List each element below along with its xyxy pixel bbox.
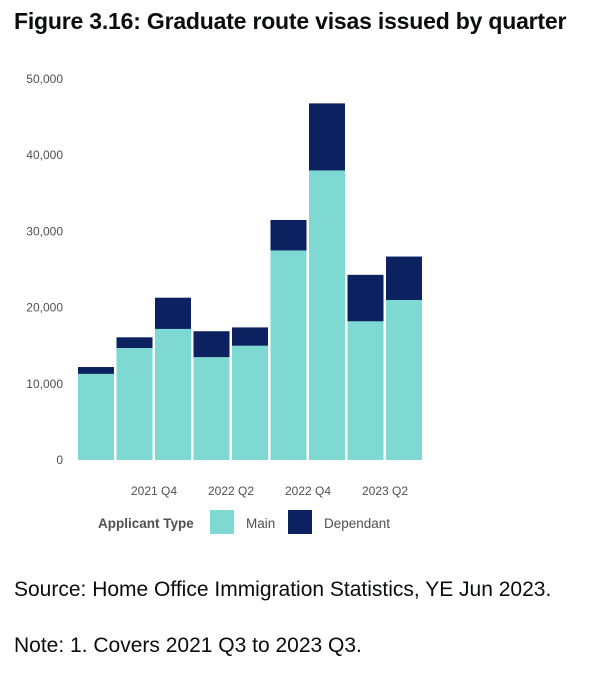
- bar-main-2023-q2: [347, 321, 384, 460]
- bar-main-2023-q1: [309, 170, 345, 460]
- bar-main-2021-q4: [116, 347, 153, 460]
- y-tick-label: 40,000: [26, 148, 63, 162]
- y-tick-label: 20,000: [26, 301, 63, 315]
- y-tick-label: 0: [56, 453, 63, 467]
- bar-dependant-2023-q2: [347, 274, 384, 322]
- bar-dependant-2021-q3: [78, 367, 114, 374]
- y-tick-label: 10,000: [26, 377, 63, 391]
- bar-dependant-2023-q3: [386, 256, 422, 300]
- x-tick-label: 2021 Q4: [131, 484, 177, 498]
- figure-title: Figure 3.16: Graduate route visas issued…: [14, 8, 567, 34]
- legend-swatch-dependant: [288, 510, 312, 534]
- legend-title: Applicant Type: [98, 516, 194, 531]
- x-tick-label: 2022 Q4: [285, 484, 331, 498]
- bar-dependant-2022-q1: [155, 297, 191, 329]
- y-tick-label: 30,000: [26, 224, 63, 238]
- footnote: Note: 1. Covers 2021 Q3 to 2023 Q3.: [14, 634, 362, 657]
- legend-label-main: Main: [246, 516, 275, 531]
- bar-dependant-2022-q2: [193, 331, 230, 358]
- bar-dependant-2022-q4: [270, 219, 307, 251]
- bar-dependant-2022-q3: [232, 327, 268, 346]
- legend-label-dependant: Dependant: [324, 516, 390, 531]
- x-tick-label: 2022 Q2: [208, 484, 254, 498]
- bar-main-2022-q4: [270, 250, 307, 460]
- bar-main-2021-q3: [78, 373, 114, 460]
- y-tick-label: 50,000: [26, 72, 63, 86]
- x-axis: 2021 Q4 2022 Q2 2022 Q4 2023 Q2: [131, 484, 408, 498]
- x-tick-label: 2023 Q2: [362, 484, 408, 498]
- legend-swatch-main: [210, 510, 234, 534]
- bar-dependant-2021-q4: [116, 337, 153, 348]
- legend: Applicant Type Main Dependant: [98, 510, 390, 534]
- bar-main-2022-q2: [193, 357, 230, 460]
- bar-main-2022-q1: [155, 328, 191, 460]
- bars-group: [78, 103, 422, 460]
- bar-dependant-2023-q1: [309, 103, 345, 171]
- bar-main-2022-q3: [232, 345, 268, 460]
- y-axis: 0 10,000 20,000 30,000 40,000 50,000: [26, 72, 63, 467]
- source-note: Source: Home Office Immigration Statisti…: [14, 578, 552, 601]
- bar-main-2023-q3: [386, 299, 422, 460]
